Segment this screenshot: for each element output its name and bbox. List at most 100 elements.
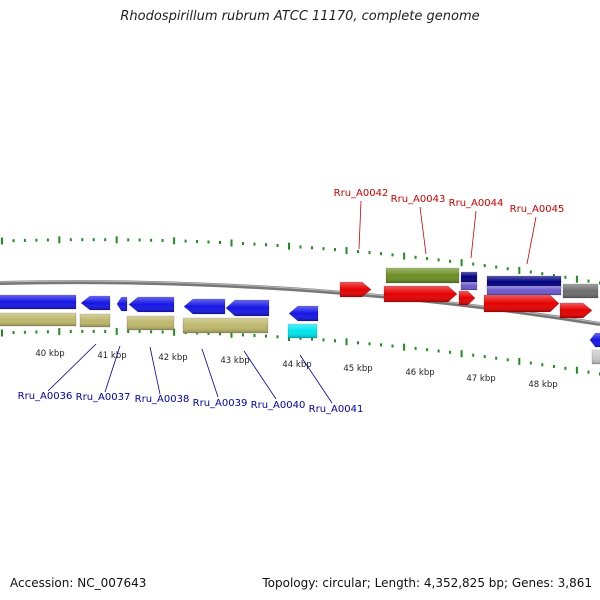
inner-tick (127, 330, 130, 333)
outer-tick (35, 238, 38, 242)
gene-label: Rru_A0045 (510, 204, 565, 215)
gene-label: Rru_A0042 (334, 188, 389, 199)
gene-label: Rru_A0043 (391, 194, 446, 205)
outer-tick (322, 247, 325, 251)
cds-feature-shading (226, 300, 269, 316)
cds-feature-shading (560, 303, 592, 318)
outer-tick (69, 238, 72, 242)
outer-tick (12, 239, 15, 243)
outer-tick (564, 275, 567, 279)
gene-label: Rru_A0040 (251, 400, 306, 411)
outer-tick (449, 259, 452, 263)
gene-feature-shading (592, 350, 600, 364)
outer-tick (380, 252, 382, 256)
inner-tick (529, 361, 532, 365)
inner-tick (357, 341, 359, 345)
scale-label: 47 kbp (466, 374, 495, 384)
inner-tick (242, 333, 244, 337)
outer-tick (230, 239, 233, 247)
gene-label: Rru_A0039 (193, 398, 248, 409)
scale-label: 46 kbp (405, 368, 434, 378)
outer-tick (23, 238, 26, 242)
cds-feature-shading (384, 286, 457, 302)
outer-tick (472, 262, 475, 266)
inner-tick (483, 355, 486, 359)
inner-tick (46, 330, 49, 334)
gene-feature-shading (563, 284, 598, 298)
inner-tick (541, 363, 544, 367)
inner-tick (58, 328, 61, 336)
outer-tick (288, 242, 290, 250)
inner-tick (23, 330, 26, 334)
outer-tick (529, 270, 532, 274)
outer-tick (1, 237, 3, 245)
scale-label: 44 kbp (282, 360, 311, 370)
outer-tick (115, 236, 118, 244)
outer-tick (46, 238, 49, 242)
outer-tick (541, 272, 544, 276)
cds-feature-shading (81, 296, 110, 310)
gene-feature-shading (0, 313, 76, 326)
gene-feature-shading (80, 314, 110, 327)
inner-tick (12, 331, 15, 335)
outer-tick (81, 238, 84, 242)
outer-tick (587, 279, 590, 283)
outer-tick (334, 248, 336, 252)
inner-tick (368, 342, 371, 346)
outer-tick (460, 259, 463, 267)
gene-labels: Rru_A0036 Rru_A0037 Rru_A0038 Rru_A0039 Rru_… (18, 188, 565, 415)
inner-tick (69, 330, 72, 333)
gene-feature-shading (386, 268, 459, 283)
scale-label: 40 kbp (35, 349, 64, 359)
gene-label-leader-line (470, 210, 477, 259)
gene-label: Rru_A0044 (449, 198, 504, 209)
inner-tick (173, 328, 176, 336)
gene-label-leader-line (299, 354, 333, 404)
scale-label: 48 kbp (528, 380, 557, 390)
inner-tick (219, 332, 221, 336)
inner-tick (104, 329, 107, 333)
outer-tick (161, 239, 164, 242)
inner-tick (380, 343, 382, 347)
rna-feature-shading (288, 324, 317, 338)
accession-text: Accession: NC_007643 (10, 576, 147, 590)
outer-tick (58, 236, 61, 244)
outer-tick (265, 243, 267, 247)
scale-labels: 40 kbp 41 kbp 42 kbp 43 kbp 44 kbp 45 kbp 46 k… (35, 349, 557, 390)
inner-tick (265, 334, 267, 338)
inner-tick (345, 338, 348, 346)
outer-tick (173, 237, 176, 245)
inner-tick (552, 365, 555, 368)
gene-feature-shading (183, 318, 268, 333)
outer-tick (276, 244, 279, 247)
outer-tick-marks (1, 236, 600, 285)
gene-label-leader-line (358, 200, 362, 250)
inner-tick (253, 334, 256, 337)
gene-feature-shading (487, 276, 561, 288)
inner-tick (92, 329, 95, 333)
gene-label-leader-line (419, 206, 427, 255)
scale-label: 45 kbp (343, 364, 372, 374)
outer-tick (426, 257, 429, 261)
inner-tick (138, 330, 141, 334)
outer-tick (184, 239, 187, 243)
gene-label: Rru_A0036 (18, 391, 73, 402)
outer-tick (92, 238, 95, 242)
outer-tick (357, 250, 359, 254)
inner-tick (81, 329, 84, 333)
inner-tick (1, 329, 3, 337)
inner-tick (575, 366, 578, 374)
gene-label-leader-line (104, 345, 121, 393)
gene-feature-shading (127, 316, 174, 330)
inner-tick (276, 335, 279, 339)
inner-tick (506, 358, 509, 362)
gene-feature-shading (461, 272, 477, 282)
outer-tick (196, 240, 199, 243)
inner-tick (437, 349, 440, 353)
cds-feature-shading (184, 299, 225, 314)
inner-tick (518, 357, 521, 365)
outer-tick (345, 247, 348, 255)
cds-feature-shading (484, 295, 559, 312)
inner-tick (207, 331, 210, 335)
inner-tick (311, 337, 313, 341)
